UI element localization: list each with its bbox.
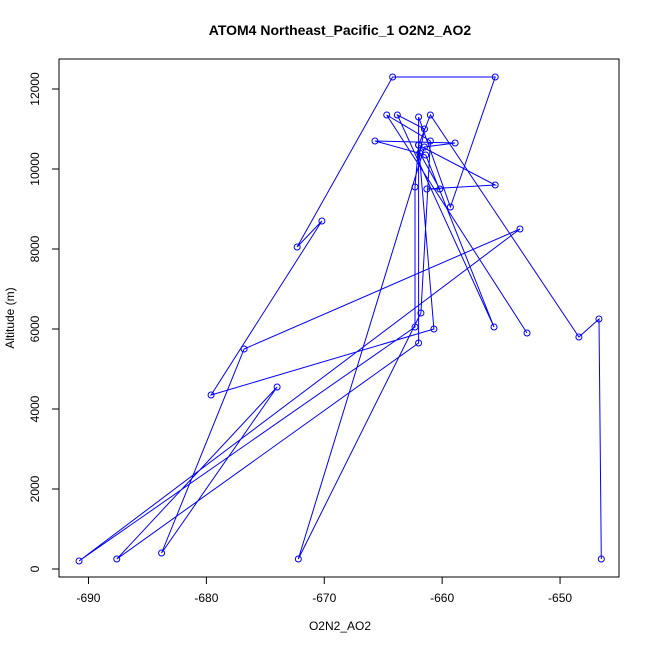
data-point xyxy=(595,315,603,323)
data-point xyxy=(75,557,83,565)
x-tick-label: -670 xyxy=(312,591,336,605)
data-point xyxy=(417,309,425,317)
y-axis-label: Altitude (m) xyxy=(3,287,17,348)
data-point xyxy=(491,73,499,81)
data-point xyxy=(491,181,499,189)
y-tick-label: 6000 xyxy=(28,315,42,342)
x-axis: -690 -680 -670 -660 -650 xyxy=(76,577,572,605)
data-point xyxy=(415,339,423,347)
data-point xyxy=(415,141,423,149)
data-point xyxy=(420,143,428,151)
data-point xyxy=(240,345,248,353)
data-point xyxy=(436,185,444,193)
y-tick-label: 2000 xyxy=(28,475,42,502)
y-tick-label: 10000 xyxy=(28,152,42,186)
data-point xyxy=(318,217,326,225)
data-point xyxy=(207,391,215,399)
x-tick-label: -680 xyxy=(194,591,218,605)
y-tick-label: 4000 xyxy=(28,395,42,422)
data-point xyxy=(294,555,302,563)
data-point xyxy=(422,151,430,159)
data-point xyxy=(426,137,434,145)
data-point xyxy=(446,203,454,211)
data-point xyxy=(113,555,121,563)
data-point xyxy=(415,113,423,121)
data-point xyxy=(490,323,498,331)
data-point xyxy=(389,73,397,81)
data-point xyxy=(430,325,438,333)
x-tick-label: -650 xyxy=(548,591,572,605)
data-point xyxy=(411,323,419,331)
series-layer xyxy=(75,73,605,565)
data-point xyxy=(523,329,531,337)
data-point xyxy=(420,125,428,133)
data-point xyxy=(423,185,431,193)
data-point xyxy=(575,333,583,341)
data-point xyxy=(411,183,419,191)
data-point xyxy=(426,111,434,119)
y-tick-label: 8000 xyxy=(28,235,42,262)
data-point xyxy=(393,111,401,119)
y-axis: 0 2000 4000 6000 8000 10000 12000 xyxy=(28,72,59,572)
chart-title: ATOM4 Northeast_Pacific_1 O2N2_AO2 xyxy=(209,22,472,38)
data-point xyxy=(383,111,391,119)
data-point xyxy=(293,243,301,251)
data-point xyxy=(273,383,281,391)
data-point xyxy=(451,139,459,147)
data-point xyxy=(371,137,379,145)
y-tick-label: 12000 xyxy=(28,72,42,106)
y-tick-label: 0 xyxy=(28,565,42,572)
data-point xyxy=(597,555,605,563)
data-point xyxy=(158,549,166,557)
x-axis-label: O2N2_AO2 xyxy=(309,619,371,633)
data-point xyxy=(516,225,524,233)
series-line xyxy=(78,76,602,562)
x-tick-label: -660 xyxy=(430,591,454,605)
data-point xyxy=(416,149,424,157)
x-tick-label: -690 xyxy=(76,591,100,605)
plot-frame xyxy=(58,58,620,578)
